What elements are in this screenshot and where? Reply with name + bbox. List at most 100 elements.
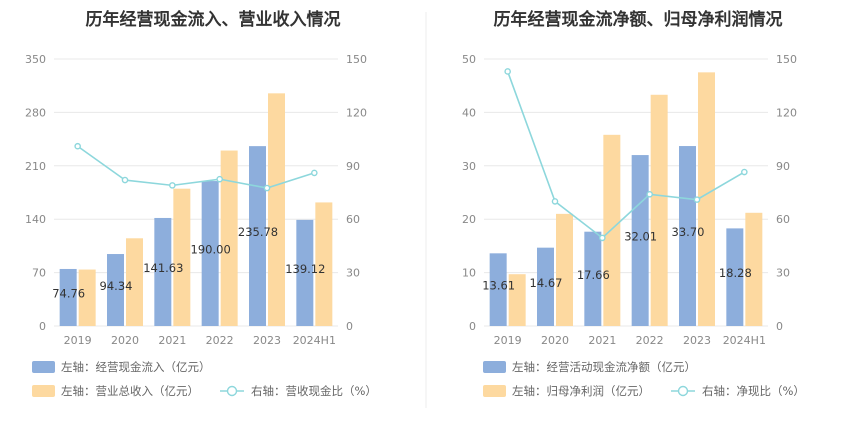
left-axis-tick: 140 [25,213,46,226]
legend-swatch [32,385,55,397]
legend: 左轴：经营活动现金流净额（亿元） 左轴：归母净利润（亿元） 右轴：净现比（%） [483,360,805,398]
bar-primary [679,146,696,326]
legend-swatch [32,361,55,373]
x-axis-tick: 2019 [494,334,522,347]
x-axis-tick: 2024H1 [293,334,336,347]
x-axis-tick: 2020 [111,334,139,347]
left-axis-tick: 280 [25,106,46,119]
left-axis-tick: 30 [462,160,476,173]
left-axis-tick: 10 [462,267,476,280]
right-axis-tick: 90 [346,160,360,173]
right-axis-tick: 120 [346,106,367,119]
data-label: 190.00 [191,243,231,257]
right-axis-tick: 30 [346,267,360,280]
bar-secondary [78,269,96,326]
ratio-point [263,184,271,192]
right-axis-tick: 120 [776,106,797,119]
left-axis-tick: 50 [462,53,476,66]
x-axis-tick: 2022 [636,334,664,347]
x-axis-tick: 2022 [206,334,234,347]
data-label: 94.34 [100,279,133,293]
x-axis-tick: 2023 [253,334,281,347]
bar-primary [296,219,314,326]
left-axis-tick: 210 [25,160,46,173]
right-axis-tick: 60 [776,213,790,226]
bar-primary [201,181,219,326]
ratio-line [506,71,745,239]
right-axis-tick: 0 [346,320,353,333]
x-axis-tick: 2020 [541,334,569,347]
legend-label: 右轴：净现比（%） [702,384,805,398]
data-label: 18.28 [719,266,752,280]
x-axis-tick: 2024H1 [723,334,766,347]
data-label: 74.76 [52,286,85,300]
ratio-point [121,176,129,184]
x-axis-tick: 2019 [64,334,92,347]
bar-secondary [220,150,238,326]
chart-panel-1: 历年经营现金流入、营业收入情况 0 0 70 30 140 60 210 90 280 120 350… [25,9,377,398]
ratio-line [77,145,315,189]
ratio-point [741,168,748,176]
bar-primary [107,254,124,326]
data-label: 32.01 [624,230,657,244]
data-label: 139.12 [285,262,325,276]
chart-panel-2: 历年经营现金流净额、归母净利润情况 0 0 10 30 20 60 30 90 40 120 50 15… [462,9,805,398]
x-axis-tick: 2021 [158,334,186,347]
legend-label: 右轴：营收现金比（%） [251,384,377,398]
right-axis-tick: 150 [346,53,367,66]
ratio-point [311,169,318,177]
ratio-point [599,234,606,242]
legend-line-marker [677,385,689,397]
data-label: 13.61 [482,279,515,293]
right-axis-tick: 0 [776,320,783,333]
bar-primary [631,155,649,326]
left-axis-tick: 40 [462,106,476,119]
bar-secondary [745,212,763,326]
ratio-point [216,175,223,183]
legend-label: 左轴：经营现金流入（亿元） [61,360,211,374]
bar-primary [59,268,77,326]
bar-primary [154,217,172,326]
bar-secondary [556,213,573,326]
ratio-point [646,190,653,198]
legend-label: 左轴：归母净利润（亿元） [512,384,650,398]
left-axis-tick: 350 [25,53,46,66]
left-axis-tick: 70 [32,267,46,280]
right-axis-tick: 90 [776,160,790,173]
chart-title: 历年经营现金流净额、归母净利润情况 [494,9,783,30]
bar-primary [249,146,266,326]
bar-secondary [698,72,715,326]
bar-secondary [603,134,621,326]
bar-secondary [268,93,285,326]
ratio-point [169,182,176,189]
bar-secondary [508,274,526,326]
data-label: 33.70 [672,225,705,239]
legend-label: 左轴：经营活动现金流净额（亿元） [512,360,696,374]
legend-label: 左轴：营业总收入（亿元） [61,384,199,398]
ratio-point [504,68,511,75]
bar-primary [489,253,507,326]
left-axis-tick: 0 [469,320,476,333]
left-axis-tick: 20 [462,213,476,226]
bar-primary [726,228,744,326]
x-axis-tick: 2021 [588,334,616,347]
bar-secondary [315,202,333,326]
bar-primary [584,231,602,326]
bar-secondary [650,94,668,326]
ratio-point [74,142,81,150]
x-axis-tick: 2023 [683,334,711,347]
right-axis-tick: 150 [776,53,797,66]
left-axis-tick: 0 [39,320,46,333]
data-label: 235.78 [238,225,278,239]
right-axis-tick: 30 [776,267,790,280]
right-axis-tick: 60 [346,213,360,226]
legend-swatch [483,385,506,397]
legend-swatch [483,361,506,373]
ratio-point [693,196,701,203]
ratio-point [551,198,559,205]
legend: 左轴：经营现金流入（亿元） 左轴：营业总收入（亿元） 右轴：营收现金比（%） [32,360,377,398]
bar-secondary [126,238,143,326]
data-label: 17.66 [577,268,610,282]
